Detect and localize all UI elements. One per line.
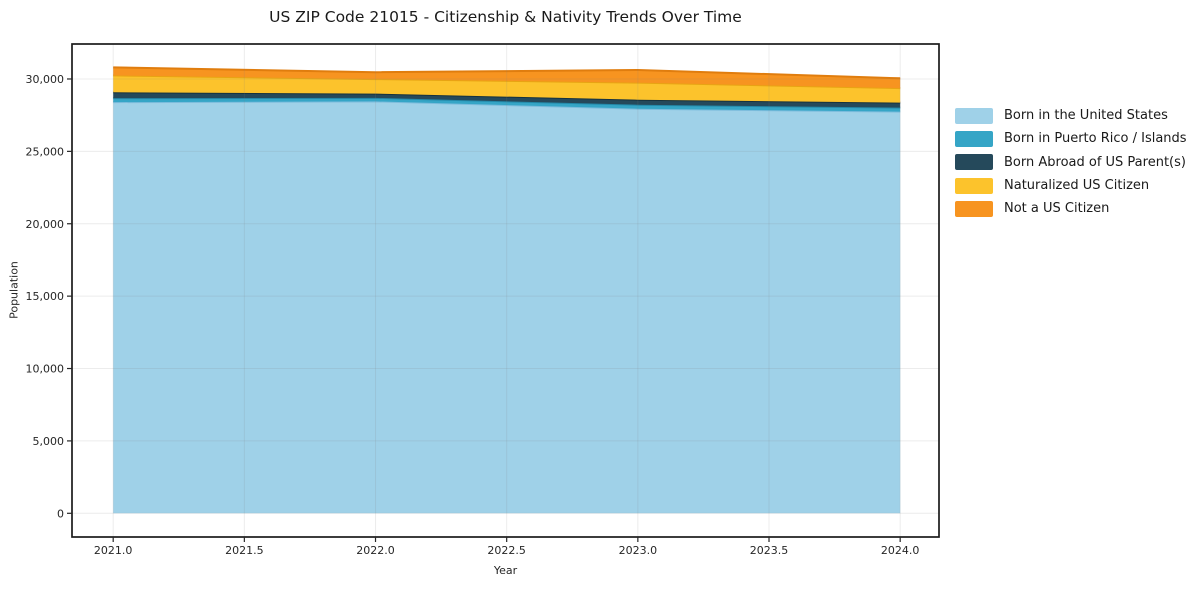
x-tick-label: 2022.0 — [356, 544, 395, 557]
y-tick-label: 10,000 — [26, 363, 65, 376]
area-edge-series-4 — [113, 66, 901, 80]
legend-label: Born in Puerto Rico / Islands — [1004, 131, 1187, 147]
legend-item-1: Born in Puerto Rico / Islands — [955, 127, 1187, 150]
y-tick-label: 20,000 — [26, 218, 65, 231]
legend-swatch-icon — [955, 154, 993, 171]
area-series-3 — [113, 75, 901, 103]
y-tick-label: 0 — [57, 507, 64, 520]
x-tick-label: 2022.5 — [487, 544, 526, 557]
x-tick-label: 2021.0 — [94, 544, 133, 557]
x-tick-label: 2021.5 — [225, 544, 264, 557]
y-tick-label: 15,000 — [26, 290, 65, 303]
legend: Born in the United States Born in Puerto … — [955, 104, 1187, 220]
y-tick-label: 30,000 — [26, 73, 65, 86]
x-tick-label: 2023.0 — [619, 544, 658, 557]
legend-swatch-icon — [955, 130, 993, 147]
x-tick-label: 2023.5 — [750, 544, 789, 557]
y-tick-label: 25,000 — [26, 145, 65, 158]
legend-item-4: Not a US Citizen — [955, 197, 1187, 220]
legend-swatch-icon — [955, 200, 993, 217]
legend-label: Naturalized US Citizen — [1004, 178, 1150, 194]
chart-title: US ZIP Code 21015 - Citizenship & Nativi… — [269, 8, 742, 26]
area-series-1 — [113, 97, 901, 112]
legend-label: Born Abroad of US Parent(s) — [1004, 154, 1186, 170]
area-series-0 — [113, 101, 901, 514]
legend-item-3: Naturalized US Citizen — [955, 174, 1187, 197]
legend-item-2: Born Abroad of US Parent(s) — [955, 151, 1187, 174]
y-tick-label: 5,000 — [33, 435, 65, 448]
legend-swatch-icon — [955, 177, 993, 194]
legend-item-0: Born in the United States — [955, 104, 1187, 127]
area-series-2 — [113, 92, 901, 108]
plot-border — [71, 43, 940, 538]
x-tick-label: 2024.0 — [881, 544, 920, 557]
legend-label: Not a US Citizen — [1004, 201, 1110, 217]
legend-swatch-icon — [955, 107, 993, 124]
x-axis-label: Year — [493, 564, 518, 577]
legend-label: Born in the United States — [1004, 108, 1168, 124]
